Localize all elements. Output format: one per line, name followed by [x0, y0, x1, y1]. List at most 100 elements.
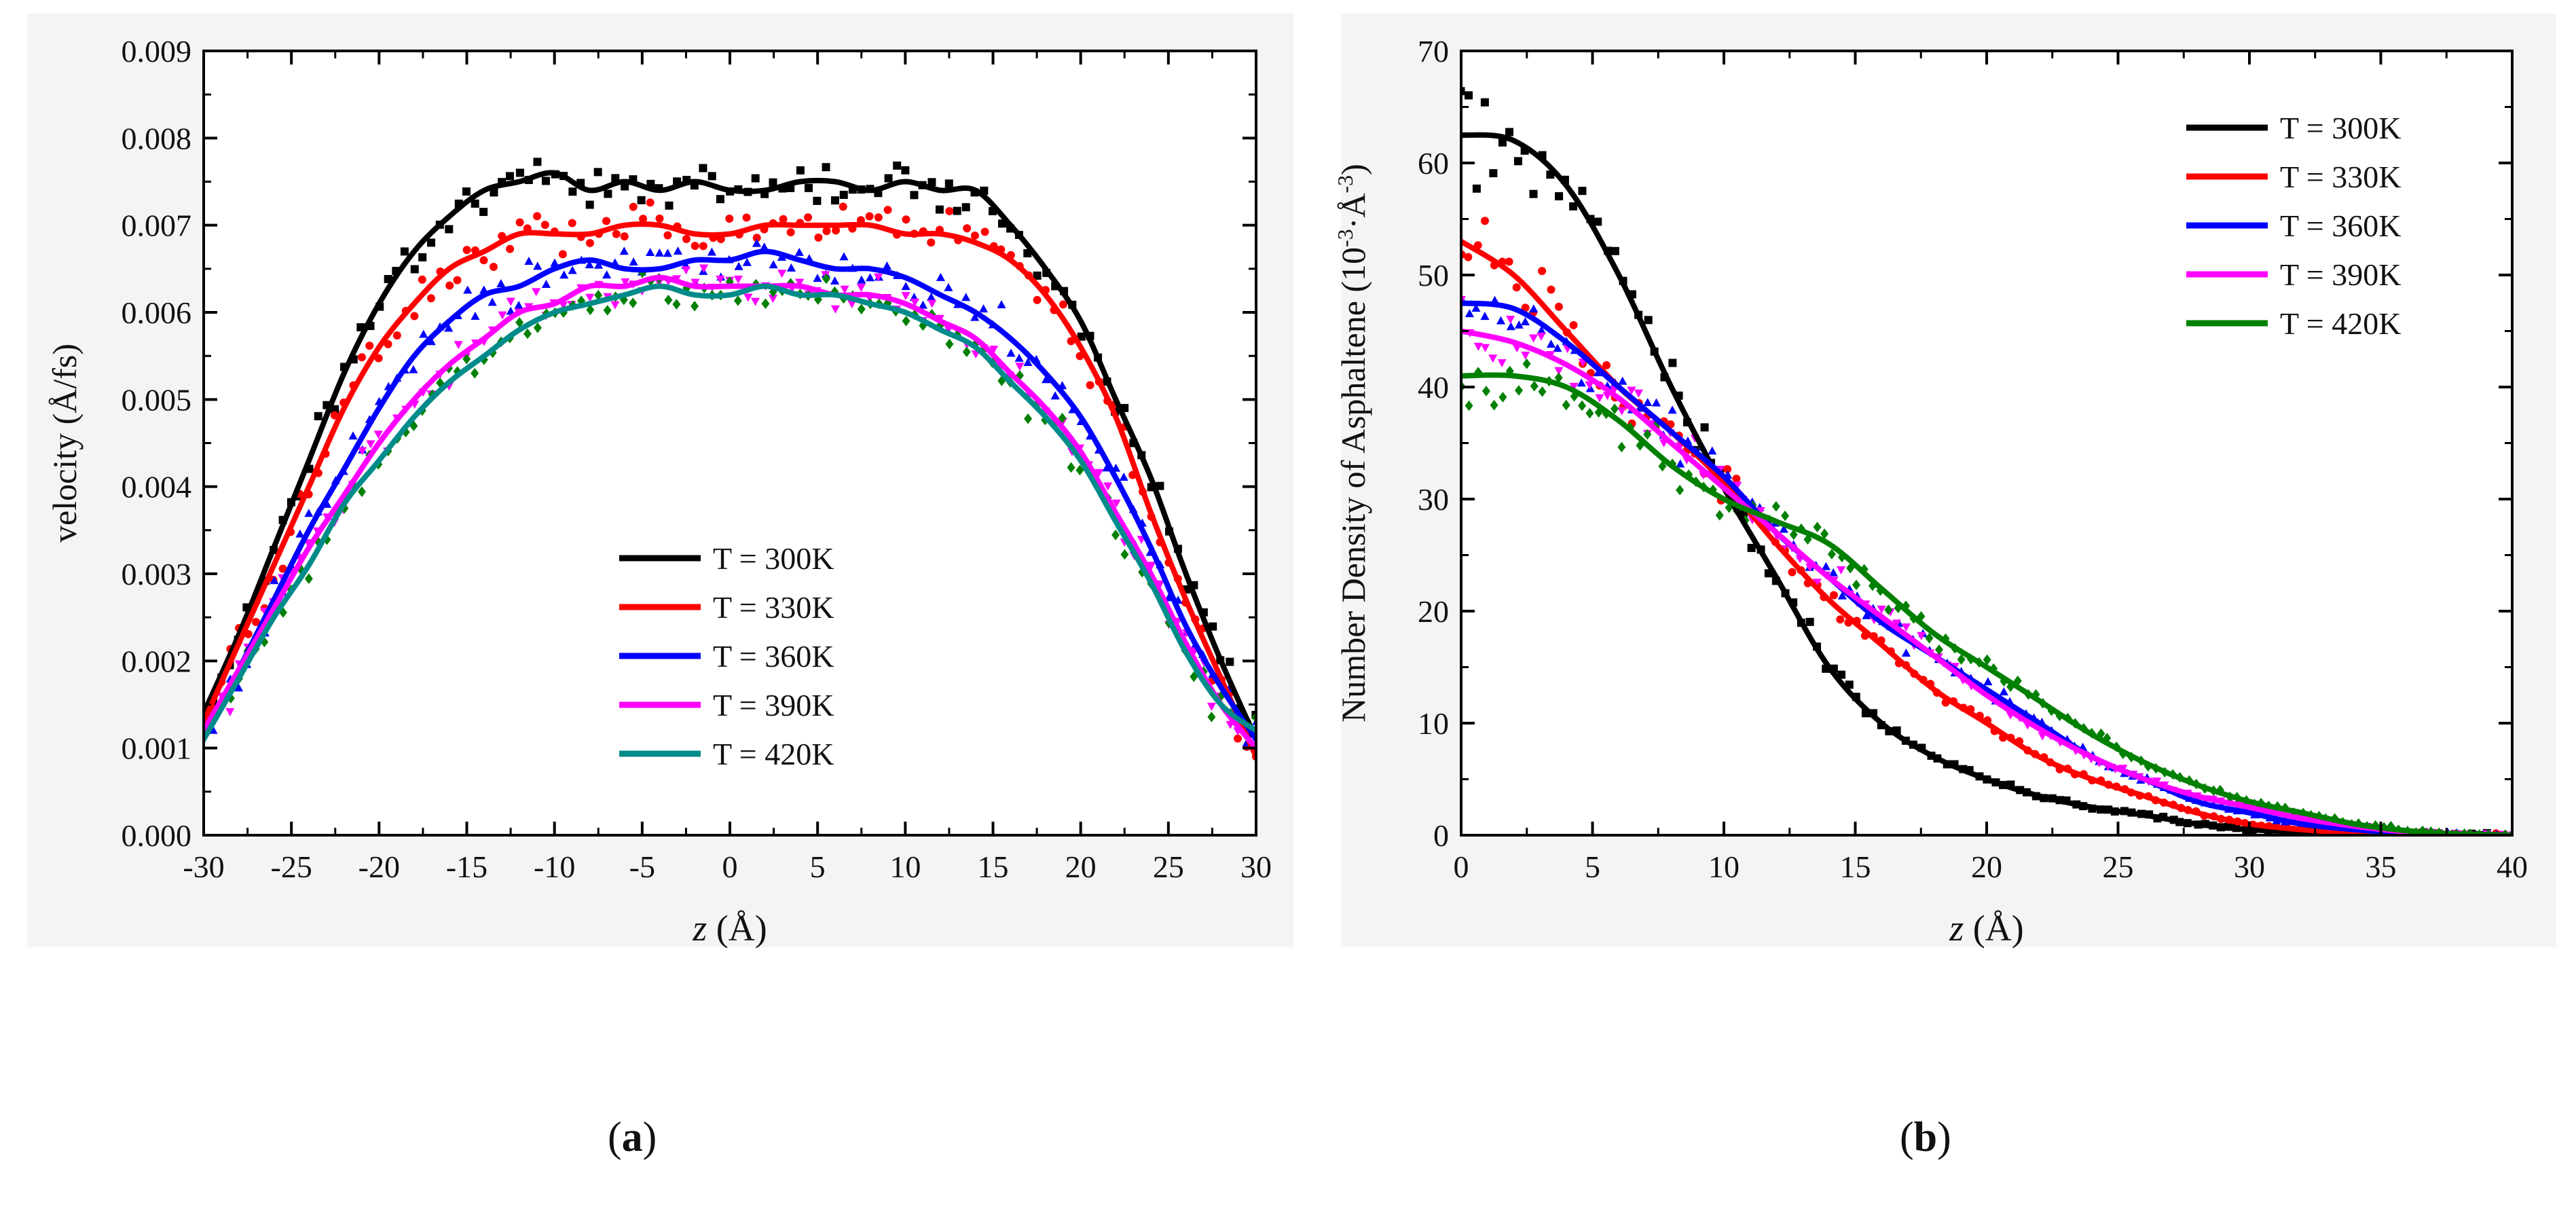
data-point: [1529, 189, 1538, 198]
data-point: [602, 270, 612, 279]
data-point: [1514, 320, 1524, 329]
data-point: [523, 328, 532, 340]
data-point: [1042, 375, 1051, 384]
data-point: [840, 285, 849, 294]
data-point: [1059, 300, 1067, 309]
data-point: [498, 311, 507, 320]
data-point: [672, 299, 681, 310]
data-point: [1023, 357, 1033, 366]
data-point: [707, 247, 717, 256]
data-point: [901, 282, 910, 291]
y-tick-label: 0.009: [122, 34, 192, 69]
data-point: [418, 253, 427, 261]
data-point: [1569, 321, 1578, 329]
data-point: [655, 214, 664, 223]
data-point: [444, 323, 454, 332]
data-point: [1611, 403, 1619, 414]
data-point: [1521, 304, 1530, 312]
data-point: [786, 263, 796, 272]
data-point: [1813, 521, 1822, 532]
series-line-4: [1461, 372, 2512, 835]
data-point: [1733, 481, 1742, 490]
data-point: [961, 203, 970, 212]
data-point: [769, 260, 778, 269]
data-point: [1781, 510, 1790, 521]
y-tick-label: 40: [1418, 370, 1449, 405]
data-point: [1465, 309, 1474, 318]
data-point: [734, 261, 743, 270]
data-point: [953, 206, 961, 215]
y-tick-label: 0.005: [122, 382, 192, 417]
legend: T = 300K T = 330K T = 360K T = 390K T = 420K: [2186, 111, 2401, 341]
data-point: [1120, 549, 1129, 560]
data-point: [673, 246, 683, 255]
data-point: [410, 265, 419, 274]
data-point: [1658, 460, 1667, 472]
data-point: [1464, 253, 1473, 261]
data-point: [1546, 340, 1556, 348]
y-tick-label: 0.003: [122, 557, 192, 591]
x-tick-label: -25: [271, 849, 312, 884]
data-point: [1530, 380, 1539, 392]
data-point: [496, 279, 506, 288]
data-point: [1578, 187, 1587, 196]
data-point: [533, 212, 542, 221]
data-point: [586, 304, 595, 316]
data-point: [533, 322, 542, 333]
data-point: [944, 179, 953, 188]
data-point: [479, 208, 488, 217]
legend-label: T = 330K: [2280, 160, 2401, 194]
x-tick-label: 20: [1971, 849, 2002, 884]
data-point: [462, 246, 471, 255]
data-point: [664, 294, 673, 306]
data-point: [1521, 351, 1530, 360]
data-point: [884, 174, 893, 183]
data-point: [453, 366, 462, 377]
data-point: [830, 276, 840, 285]
data-point: [691, 301, 699, 312]
data-point: [1094, 469, 1104, 477]
data-point: [1512, 283, 1521, 292]
data-point: [1668, 359, 1677, 367]
data-point: [1547, 285, 1556, 294]
y-tick-label: 0.000: [122, 818, 192, 853]
data-point: [619, 294, 628, 306]
y-tick-label: 70: [1418, 34, 1449, 69]
data-point: [1490, 399, 1498, 411]
data-point: [1935, 644, 1944, 655]
x-tick-label: 25: [2103, 849, 2134, 884]
data-point: [796, 166, 805, 175]
data-point: [374, 354, 383, 363]
data-point: [639, 215, 648, 223]
data-point: [1067, 462, 1075, 473]
data-point: [1058, 412, 1067, 424]
data-point: [830, 305, 841, 314]
data-point: [463, 285, 473, 294]
y-tick-label: 0: [1433, 818, 1449, 853]
data-point: [1569, 202, 1578, 210]
chart-panel-a: -30 -25 -20 -15 -10 -5 0 5 10 15 20 25 30 0.000 0.001 0…: [45, 34, 1272, 949]
x-tick-label: 10: [889, 849, 921, 884]
x-tick-label: 5: [1585, 849, 1600, 884]
data-point: [568, 187, 577, 196]
data-point: [1618, 376, 1627, 385]
data-point: [1480, 98, 1489, 107]
data-point: [1611, 246, 1619, 255]
data-point: [980, 227, 989, 236]
data-point: [1498, 392, 1507, 403]
data-point: [1627, 386, 1636, 395]
data-point: [1006, 348, 1016, 357]
data-point: [733, 275, 743, 284]
data-point: [822, 227, 831, 236]
data-point: [1617, 407, 1627, 416]
data-point: [1537, 332, 1546, 341]
data-point: [1999, 687, 2008, 696]
data-point: [743, 293, 753, 302]
data-point: [426, 294, 435, 303]
data-point: [822, 273, 830, 285]
data-point: [489, 262, 498, 271]
data-point: [1820, 528, 1829, 539]
data-point: [1075, 464, 1084, 476]
data-point: [1779, 524, 1788, 533]
data-point: [1506, 316, 1515, 325]
